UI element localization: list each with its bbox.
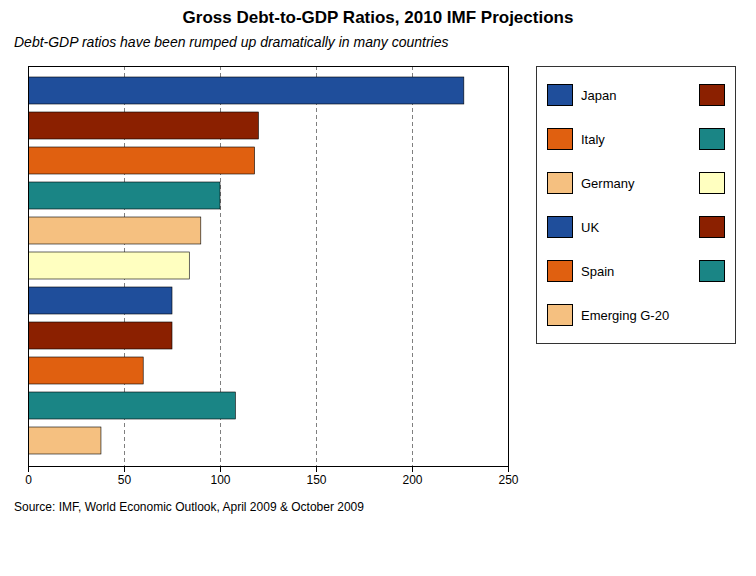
svg-text:0: 0 (25, 473, 32, 487)
html-text:Debt-GDP ratios have been rump: Debt-GDP ratios have been rumped up dram… (14, 34, 449, 50)
html-text:UK: UK (581, 219, 600, 235)
svg-text:250: 250 (498, 473, 518, 487)
html-text:Germany: Germany (581, 175, 635, 191)
svg-text:50: 50 (118, 473, 132, 487)
html-text:Italy: Italy (581, 131, 605, 147)
html-text:Spain: Spain (581, 263, 615, 279)
html-text:Source: IMF, World Economic Ou: Source: IMF, World Economic Outlook, Apr… (14, 500, 364, 514)
svg-text:150: 150 (306, 473, 326, 487)
svg-text:100: 100 (210, 473, 230, 487)
html-text:Japan: Japan (581, 87, 617, 103)
html-text:Emerging G-20: Emerging G-20 (581, 307, 670, 323)
html-text:Gross Debt-to-GDP Ratios, 2010: Gross Debt-to-GDP Ratios, 2010 IMF Proje… (182, 8, 574, 27)
svg-text:200: 200 (402, 473, 422, 487)
